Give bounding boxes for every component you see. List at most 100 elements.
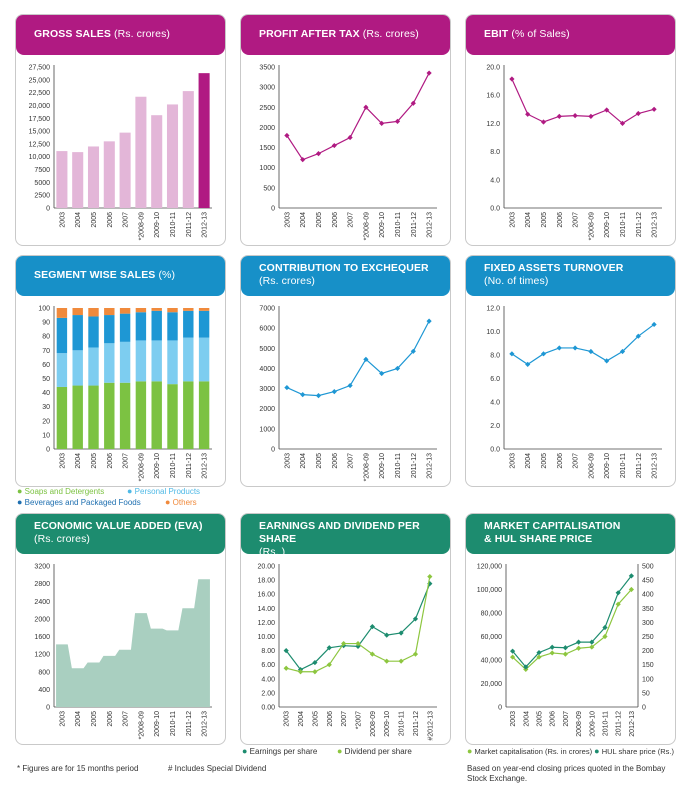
panel-header: FIXED ASSETS TURNOVER (No. of times) (466, 256, 675, 296)
y-tick-label: 8.0 (490, 149, 500, 156)
segment-sales-chart: 0 10 20 30 40 50 60 70 80 90 100 2003 2004 2005 2006 20… (38, 306, 212, 482)
x-tick-label: 2012-13 (427, 212, 434, 238)
x-tick-label: 2007 (123, 212, 130, 228)
x-tick-label: 2011-12 (186, 453, 193, 478)
data-point (572, 113, 578, 119)
data-point (394, 365, 401, 372)
x-tick-label: 2006 (550, 711, 557, 727)
x-tick-label: 2009-10 (384, 711, 391, 737)
footnote-15-months: * Figures are for 15 months period (17, 764, 139, 773)
segment-legend: ● Soaps and Detergents ● Personal Product… (17, 486, 232, 508)
legend-label: Others (172, 498, 197, 507)
y-tick-label: 22,500 (29, 90, 51, 97)
y-tick-label: 30 (42, 404, 50, 411)
x-tick-label: 2009-10 (604, 212, 611, 238)
x-tick-label: 2009-10 (379, 453, 386, 479)
y2-tick-label: 400 (642, 592, 654, 599)
y-tick-label: 2000 (259, 125, 275, 132)
x-tick-label: 2004 (525, 453, 532, 469)
series-line (511, 323, 655, 366)
y-tick-label: 4.0 (490, 177, 500, 184)
y-tick-label: 80,000 (481, 611, 503, 618)
legend-item: ● Soaps and Detergents (17, 486, 127, 497)
x-tick-label: 2010-11 (170, 212, 177, 237)
panel-title: CONTRIBUTION TO EXCHEQUER (259, 262, 429, 274)
x-tick-label: 2005 (541, 453, 548, 469)
panel-title: EARNINGS AND DIVIDEND PER SHARE (259, 520, 420, 545)
stacked-bar-segment (167, 340, 178, 385)
x-tick-label: 2003 (59, 453, 66, 469)
x-tick-label: 2010-11 (399, 711, 406, 736)
x-tick-label: 2011-12 (186, 711, 193, 736)
panel-header: ECONOMIC VALUE ADDED (EVA) (Rs. crores) (16, 514, 225, 554)
y-tick-label: 2.0 (490, 423, 500, 430)
series-line (286, 576, 431, 673)
panel-header: GROSS SALES (Rs. crores) (16, 15, 225, 55)
data-point (602, 633, 608, 640)
y-tick-label: 2500 (259, 105, 275, 112)
y-tick-label: 3000 (259, 386, 275, 393)
panel-title: GROSS SALES (34, 28, 111, 40)
legend-item: ● Beverages and Packaged Foods (17, 497, 165, 508)
y-tick-label: 6000 (259, 326, 275, 333)
stacked-bar-segment (135, 312, 147, 341)
legend-row: ● Soaps and Detergents ● Personal Product… (17, 486, 232, 497)
y-tick-label: 80 (42, 334, 50, 341)
y-tick-label: 10.0 (486, 329, 500, 336)
stacked-bar-segment (72, 315, 83, 351)
y-tick-label: 100 (38, 306, 50, 313)
data-point (556, 345, 562, 351)
y-tick-label: 0 (46, 447, 50, 454)
x-tick-label: 2003 (284, 453, 291, 469)
x-tick-label: 2009-10 (154, 453, 161, 479)
y2-tick-label: 300 (642, 620, 654, 627)
panel-title: FIXED ASSETS TURNOVER (484, 262, 624, 274)
y2-tick-label: 350 (642, 606, 654, 613)
x-tick-label: 2012-13 (202, 453, 209, 479)
bar (151, 115, 163, 208)
y-tick-label: 8.0 (490, 353, 500, 360)
y-tick-label: 10,000 (29, 154, 51, 161)
x-tick-label: *2008-09 (363, 453, 370, 482)
y2-tick-label: 0 (642, 705, 646, 712)
panel-gross-sales: GROSS SALES (Rs. crores) 0 2500 5000 7500 10… (15, 14, 226, 246)
y-tick-label: 800 (38, 669, 50, 676)
stacked-bar-segment (183, 337, 194, 382)
y-tick-label: 6.0 (490, 376, 500, 383)
legend-label: Dividend per share (344, 747, 412, 756)
panel-market-cap: MARKET CAPITALISATION & HUL SHARE PRICE 0… (465, 513, 676, 745)
y2-tick-label: 50 (642, 690, 650, 697)
x-tick-label: *2008-09 (363, 212, 370, 241)
data-point (562, 651, 568, 657)
stacked-bar-segment (198, 310, 210, 338)
y-tick-label: 40,000 (481, 658, 503, 665)
y-tick-label: 8.00 (261, 648, 275, 655)
x-tick-label: 2003 (510, 711, 517, 727)
legend-item: ● Personal Products (127, 486, 200, 496)
x-tick-label: 2005 (91, 711, 98, 727)
mcap-legend: ● Market capitalisation (Rs. in crores) … (467, 746, 674, 757)
y-tick-label: 2000 (34, 616, 50, 623)
data-point (426, 318, 432, 324)
data-point (283, 665, 289, 671)
y-tick-label: 10.00 (257, 634, 275, 641)
data-point (615, 601, 621, 607)
x-tick-label: *2008-09 (138, 711, 145, 740)
footnote-special-dividend: # Includes Special Dividend (168, 764, 267, 773)
y-tick-label: 16.0 (486, 93, 500, 100)
panel-header: CONTRIBUTION TO EXCHEQUER (Rs. crores) (241, 256, 450, 296)
series-line (285, 583, 431, 671)
data-point (572, 345, 578, 351)
data-point (549, 650, 555, 656)
y-tick-label: 20,000 (481, 681, 503, 688)
data-point (312, 669, 318, 675)
data-point (604, 107, 610, 113)
x-tick-label: 2003 (284, 212, 291, 228)
x-tick-label: *2008-09 (138, 453, 145, 482)
data-point (523, 664, 529, 670)
exchequer-chart: 0 1000 2000 3000 4000 5000 6000 7000 2003 2004 200… (259, 306, 437, 482)
x-tick-label: 2010-11 (620, 453, 627, 478)
data-point (576, 639, 582, 645)
x-tick-label: 2004 (75, 711, 82, 727)
x-tick-label: 2006 (557, 453, 564, 469)
